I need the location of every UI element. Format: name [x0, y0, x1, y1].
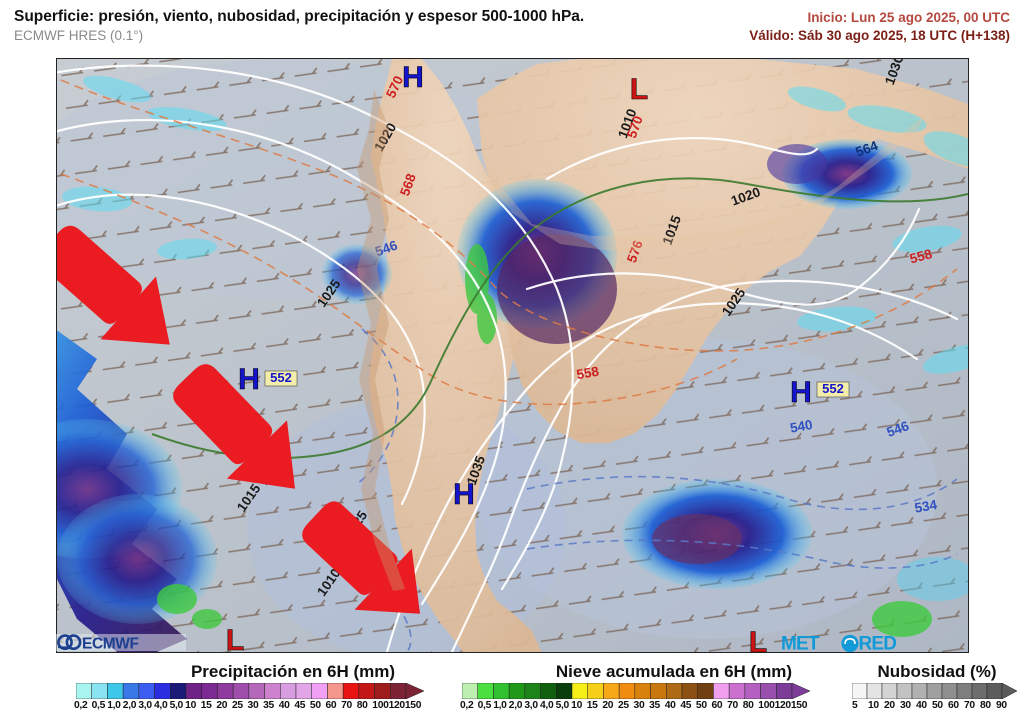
svg-text:RED: RED	[859, 634, 897, 652]
svg-text:L: L	[630, 73, 648, 106]
svg-text:H: H	[453, 478, 475, 511]
svg-text:L: L	[749, 626, 767, 652]
svg-text:H: H	[238, 363, 260, 396]
svg-text:552: 552	[822, 381, 844, 396]
svg-text:552: 552	[270, 370, 292, 385]
svg-text:L: L	[226, 624, 244, 652]
svg-text:MET: MET	[781, 634, 820, 652]
svg-text:H: H	[402, 61, 424, 94]
svg-text:H: H	[790, 376, 812, 409]
svg-text:ECMWF: ECMWF	[82, 636, 139, 652]
